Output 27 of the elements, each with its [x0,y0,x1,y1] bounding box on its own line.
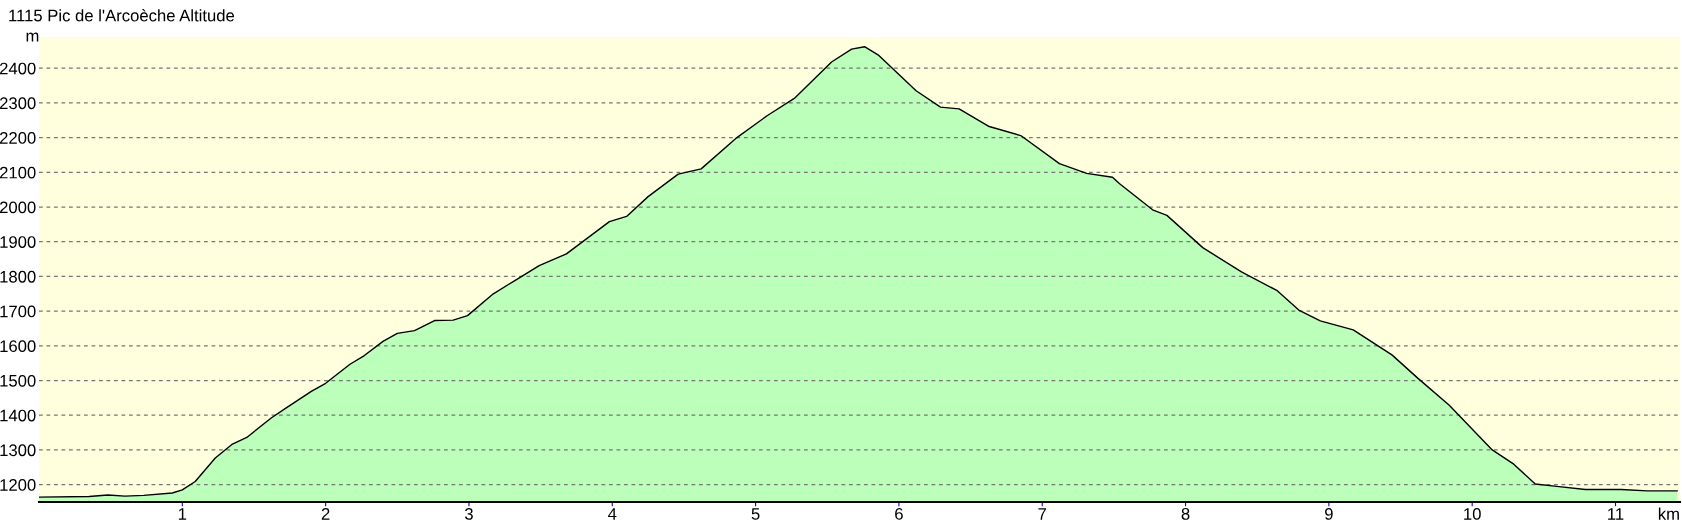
x-axis-title: km [1658,507,1679,520]
y-tick-label: 1300 [0,444,36,457]
y-tick-label: 2300 [0,97,36,110]
x-tick-label: 8 [1181,508,1190,520]
y-tick-label: 1200 [0,479,36,491]
x-tick-label: 4 [608,508,617,520]
x-tick-label: 2 [321,508,330,520]
y-tick-label: 1500 [0,374,36,387]
x-tick-label: 7 [1038,508,1047,520]
chart-title: 1115 Pic de l'Arcoèche Altitude [9,9,235,22]
y-tick-label: 1400 [0,409,36,422]
x-tick-label: 3 [464,508,473,520]
y-tick-label: 1900 [0,236,36,248]
x-tick-label: 1 [178,508,187,520]
x-tick-label: 5 [751,508,760,520]
y-tick-label: 1800 [0,270,36,283]
x-tick-label: 6 [895,508,903,520]
y-tick-label: 2200 [0,132,36,144]
y-tick-label: 2100 [0,166,36,179]
x-tick-label: 10 [1464,508,1481,520]
y-tick-label: 2400 [0,62,36,75]
y-axis-title: m [26,32,39,42]
y-tick-label: 2000 [0,201,36,214]
y-tick-label: 1700 [0,305,36,318]
x-tick-label: 9 [1325,508,1333,520]
x-tick-label: 11 [1608,508,1624,520]
y-tick-label: 1600 [0,340,36,353]
